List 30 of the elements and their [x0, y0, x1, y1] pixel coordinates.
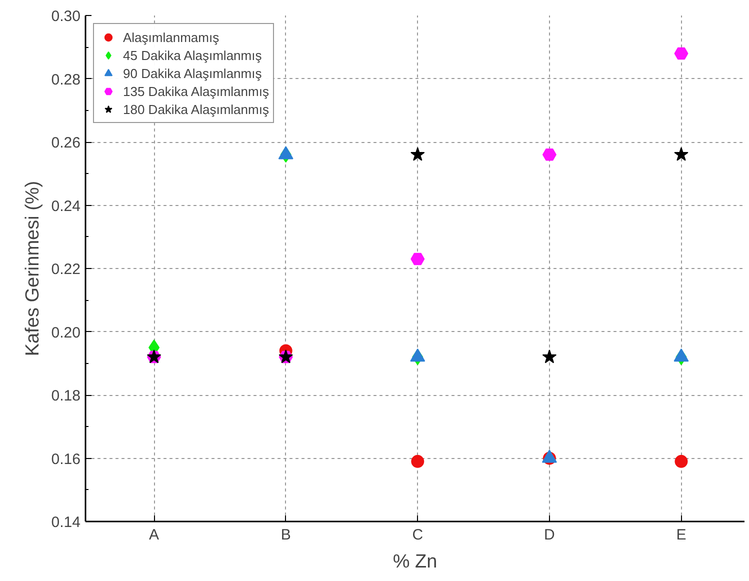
point	[410, 147, 425, 161]
point	[278, 146, 294, 160]
y-tick-label: 0.16	[51, 450, 81, 468]
x-tick-label: D	[544, 526, 556, 544]
x-tick-label: E	[676, 526, 686, 544]
point	[674, 47, 688, 60]
y-tick-label: 0.24	[51, 198, 81, 215]
x-tick-label: A	[149, 526, 160, 544]
y-tick-label: 0.28	[51, 71, 81, 88]
point	[674, 454, 688, 468]
y-tick-label: 0.14	[51, 514, 81, 531]
point	[674, 147, 688, 161]
point	[411, 454, 424, 468]
y-tick-label: 0.22	[51, 261, 81, 278]
point	[410, 252, 425, 266]
legend-label: 90 Dakika Alaşımlanmış	[123, 64, 262, 82]
x-tick-label: B	[280, 526, 291, 544]
y-tick-label: 0.30	[51, 8, 81, 25]
y-tick-label: 0.18	[51, 388, 81, 404]
legend-label: Alaşımlanmamış	[123, 28, 220, 46]
y-tick-label: 0.20	[51, 324, 81, 342]
legend-label: 45 Dakika Alaşımlanmış	[123, 46, 262, 64]
y-axis-title: Kafes Gerinmesi (%)	[22, 180, 44, 356]
legend-label: 135 Dakika Alaşımlanmış	[123, 82, 269, 100]
x-tick-label: C	[412, 526, 424, 544]
point	[542, 148, 556, 161]
legend-label: 180 Dakika Alaşımlanmış	[123, 100, 269, 118]
point	[542, 350, 557, 364]
x-axis-title: % Zn	[392, 552, 438, 572]
y-tick-label: 0.26	[51, 134, 81, 152]
